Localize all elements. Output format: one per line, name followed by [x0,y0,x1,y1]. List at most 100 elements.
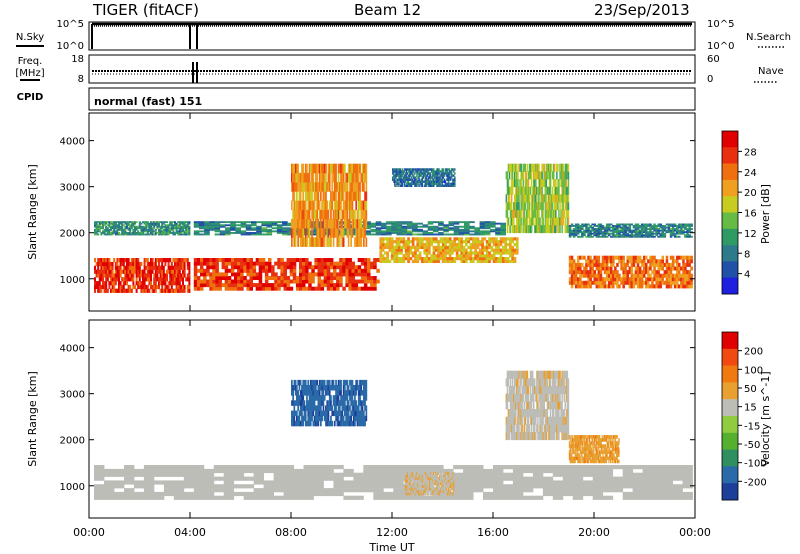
power-cell [105,230,108,233]
freq-unit-label: [MHz] [15,68,44,79]
power-cell [605,226,609,229]
power-cell [137,227,140,230]
power-cell [546,225,549,234]
power-cell [365,191,368,201]
power-cell [490,240,494,244]
power-cell [255,286,260,291]
power-cell [313,191,316,201]
power-cell [610,280,613,285]
power-cell [391,230,397,233]
power-cell [407,259,410,263]
power-cell [294,237,297,247]
power-cell [417,233,423,236]
velocity-cell [662,476,673,481]
power-cell [227,276,232,280]
power-cell [395,184,397,187]
power-cell [520,179,522,188]
power-cell [577,232,580,235]
power-cell [342,191,345,201]
power-cell [311,286,315,291]
velocity-cell [423,465,434,470]
power-cell [659,229,662,232]
power-cell [547,194,550,203]
power-cell [327,172,330,183]
power-cell [534,225,536,234]
power-cell [359,200,361,211]
velocity-cell [512,488,524,493]
power-cell [363,200,365,211]
power-cell [335,163,337,174]
power-cell [559,163,561,172]
power-cell [665,262,669,267]
velocity-cell [213,488,225,493]
power-cell [657,259,660,264]
power-cell [305,258,309,262]
power-cell [167,224,170,227]
power-cell [417,176,419,179]
power-cell [643,259,646,264]
power-cell [245,232,252,234]
power-cell [509,209,512,218]
power-cell [574,232,578,235]
velocity-cell [183,495,195,500]
power-cell [126,224,128,227]
power-cell [661,232,664,235]
velocity-cell [483,476,494,481]
power-cell [647,284,650,289]
power-cell [268,268,272,273]
power-cell [414,257,417,261]
power-cell [110,225,112,228]
power-cell [391,227,397,230]
power-cell [429,184,432,187]
power-cell [145,258,148,263]
power-cell [572,262,576,267]
power-cell [444,248,447,252]
power-cell [188,232,191,234]
velocity-cell [373,476,384,481]
power-cell [291,172,293,183]
power-cell [564,194,566,203]
power-cell [356,237,359,247]
power-cell [676,280,679,285]
power-cell [405,184,408,187]
power-cell [469,254,473,258]
power-cell [559,171,561,180]
power-cell [599,273,603,278]
power-cell [351,200,354,211]
power-cell [630,270,634,275]
power-cell [97,225,100,228]
power-cell [397,259,401,263]
power-cell [320,258,325,262]
power-cell [161,221,164,224]
power-cell [645,280,648,285]
power-cell [106,228,109,231]
velocity-cell [183,476,195,481]
power-cell [174,221,176,224]
power-cell [180,288,183,293]
power-cell [127,261,130,267]
power-cell [305,265,309,270]
power-cell [312,172,315,183]
power-cell [277,283,281,288]
velocity-cell [652,495,663,500]
power-cell [302,172,305,183]
power-cell [252,265,257,270]
power-cell [283,265,287,270]
power-cell [143,288,146,293]
power-cell [327,209,330,220]
power-cell [386,222,392,225]
power-cell [536,217,538,226]
power-cell [332,228,335,238]
power-cell [610,277,613,282]
power-cell [283,279,287,284]
power-cell [516,179,518,188]
velocity-cell [512,472,524,477]
power-cell [680,266,683,271]
power-cell [325,163,327,174]
power-cell [455,245,459,249]
power-cell [394,170,396,173]
power-cell [298,209,301,220]
power-cell [478,240,482,244]
power-cell [148,273,151,278]
